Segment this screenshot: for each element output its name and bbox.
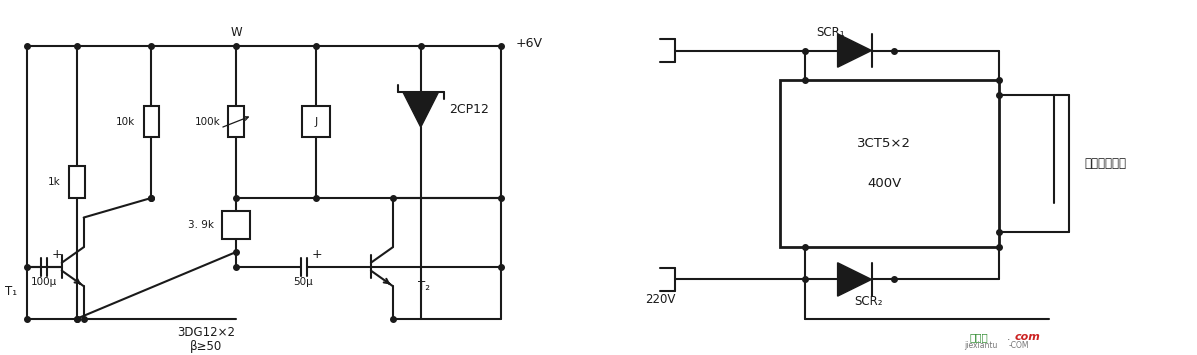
Bar — [144, 106, 159, 137]
Bar — [68, 166, 85, 198]
Text: com: com — [1014, 332, 1040, 342]
Text: T₂: T₂ — [418, 280, 430, 293]
Text: 3DG12×2: 3DG12×2 — [177, 326, 236, 339]
Text: jiexiantu: jiexiantu — [965, 341, 997, 350]
Text: 接线图: 接线图 — [970, 332, 988, 342]
Text: 1k: 1k — [48, 177, 61, 187]
Polygon shape — [838, 263, 871, 296]
Text: SCR₂: SCR₂ — [855, 295, 883, 307]
Bar — [302, 106, 330, 137]
Text: 10k: 10k — [116, 117, 135, 127]
Bar — [779, 80, 999, 247]
Text: β≥50: β≥50 — [190, 340, 223, 353]
Polygon shape — [838, 34, 871, 67]
Text: -COM: -COM — [1009, 341, 1029, 350]
Text: W: W — [231, 26, 242, 39]
Text: T₁: T₁ — [5, 285, 17, 298]
Polygon shape — [402, 92, 438, 127]
Text: 100μ: 100μ — [31, 277, 57, 288]
Text: 100k: 100k — [195, 117, 220, 127]
Text: SCR₁: SCR₁ — [816, 26, 845, 39]
Text: 3. 9k: 3. 9k — [188, 220, 214, 230]
Text: .: . — [1007, 332, 1010, 342]
Bar — [229, 106, 244, 137]
Bar — [223, 211, 250, 239]
Text: 2CP12: 2CP12 — [449, 103, 488, 116]
Text: 220V: 220V — [645, 293, 675, 306]
Text: +: + — [311, 248, 322, 261]
Text: +: + — [51, 248, 62, 261]
Text: 50μ: 50μ — [293, 277, 314, 288]
Text: +6V: +6V — [516, 37, 542, 50]
Text: 接电扇电源线: 接电扇电源线 — [1084, 157, 1126, 170]
Text: 3CT5×2: 3CT5×2 — [857, 137, 911, 150]
Text: J: J — [315, 117, 317, 127]
Text: 400V: 400V — [868, 177, 901, 190]
